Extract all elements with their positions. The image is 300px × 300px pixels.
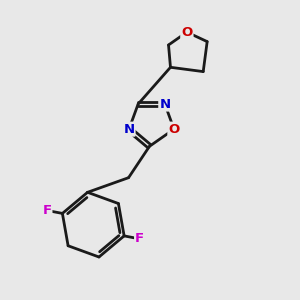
Text: O: O [181, 26, 193, 39]
Text: F: F [135, 232, 144, 245]
Text: F: F [42, 204, 51, 217]
Text: N: N [159, 98, 170, 110]
Text: N: N [123, 123, 135, 136]
Text: O: O [168, 123, 180, 136]
